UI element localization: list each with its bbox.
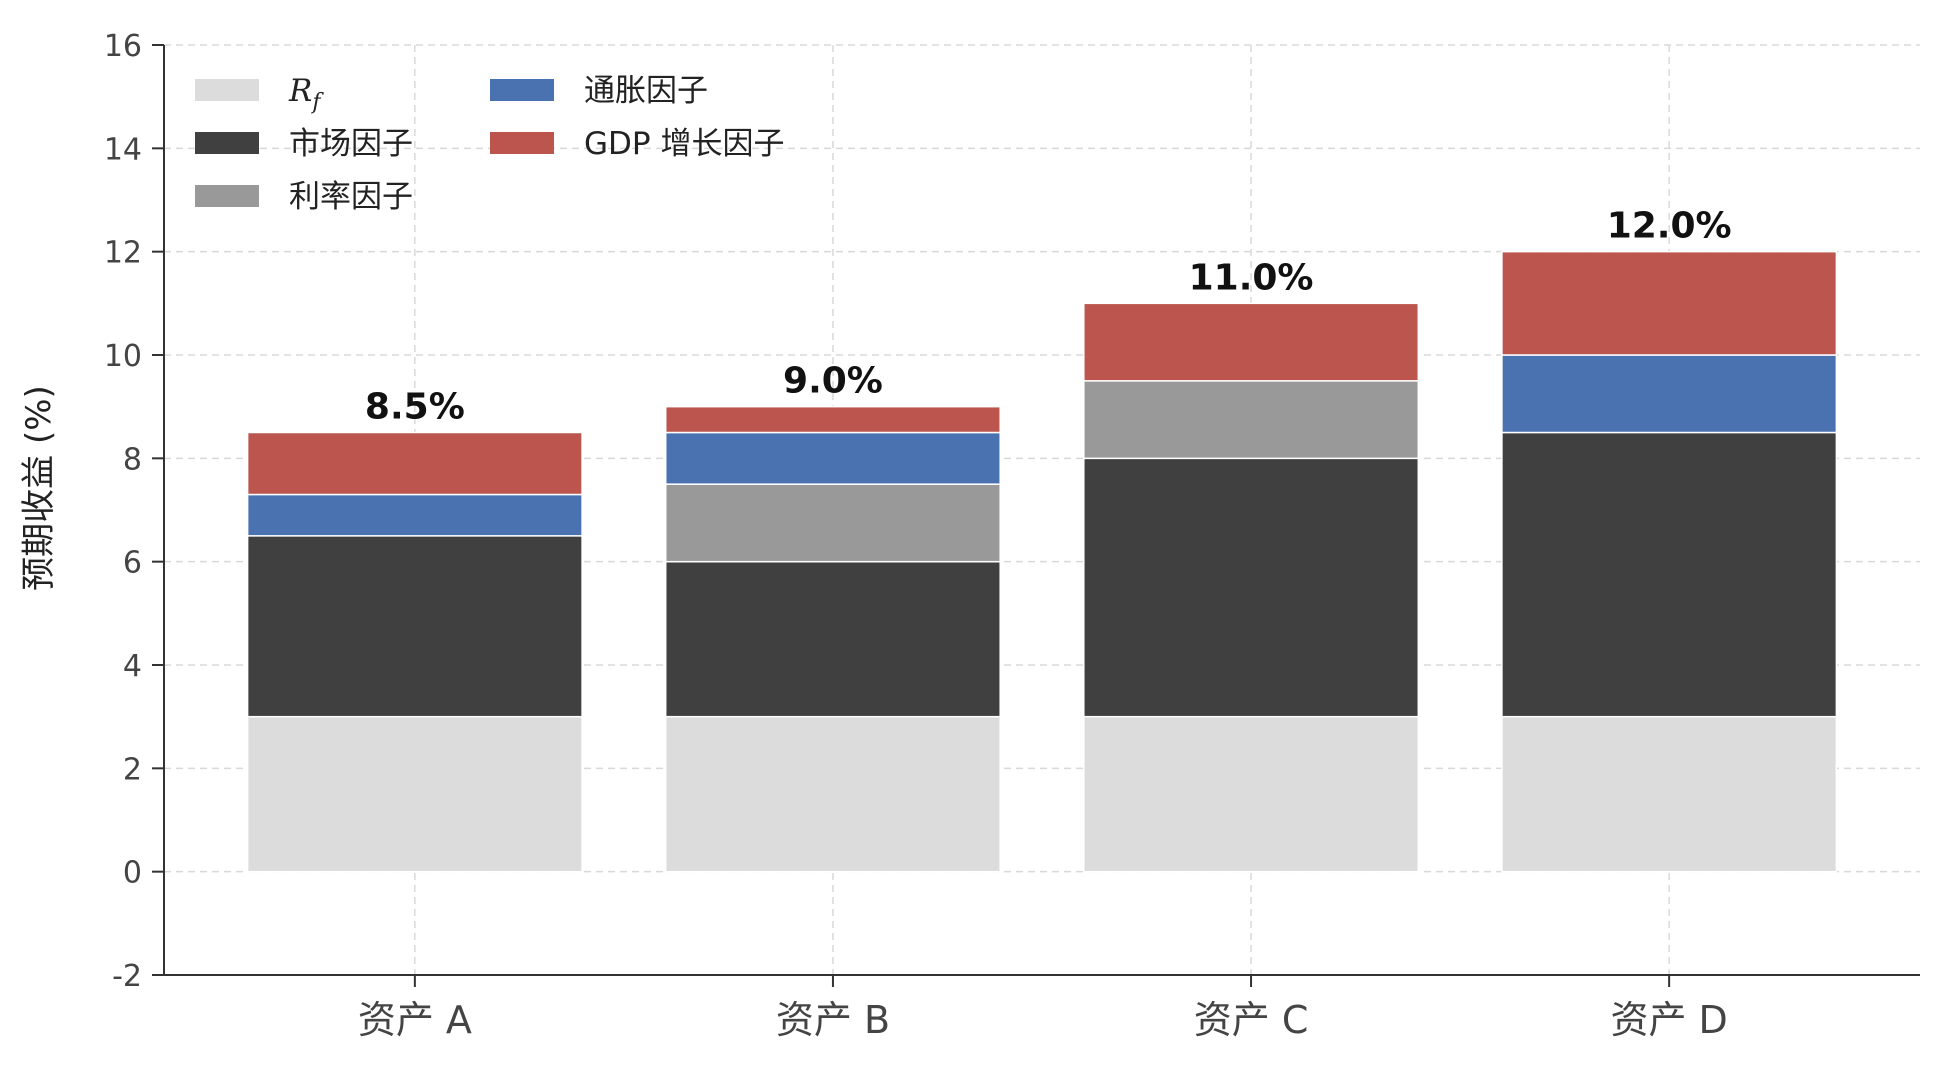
bar-segment <box>664 431 1001 485</box>
bar-segment <box>246 715 583 873</box>
legend-swatch <box>195 185 259 207</box>
axes <box>163 45 1920 976</box>
total-value-label: 9.0% <box>783 361 883 402</box>
legend-item: GDP 增长因子 <box>490 126 784 162</box>
legend-label: GDP 增长因子 <box>584 126 784 162</box>
y-tick-label: 14 <box>104 132 142 167</box>
x-ticks: 资产 A 资产 B 资产 C 资产 D <box>358 975 1728 1042</box>
bar-segment <box>1083 302 1420 382</box>
y-ticks: -2 0 2 4 6 8 10 12 14 16 <box>104 29 164 994</box>
y-axis-label: 预期收益 (%) <box>19 385 59 591</box>
legend-swatch <box>195 132 259 154</box>
bar-segment <box>664 560 1001 718</box>
y-tick-label: 12 <box>104 236 142 271</box>
x-tick-label: 资产 C <box>1194 998 1309 1042</box>
total-value-label: 8.5% <box>365 387 465 428</box>
legend-item: Rf <box>195 73 324 115</box>
legend-swatch <box>195 79 259 101</box>
x-tick-label: 资产 A <box>358 998 472 1042</box>
legend-item: 市场因子 <box>195 126 413 162</box>
bar-segment <box>246 493 583 537</box>
bar-segment <box>1501 715 1838 873</box>
legend-label-main: R <box>288 73 312 109</box>
total-value-label: 12.0% <box>1607 206 1732 247</box>
bar-segment <box>664 483 1001 563</box>
y-tick-label: 2 <box>123 752 142 787</box>
legend-label: 通胀因子 <box>584 73 708 109</box>
legend-swatch <box>490 79 554 101</box>
bar-segment <box>1501 250 1838 356</box>
bar-segment <box>664 405 1001 434</box>
total-labels: 8.5% 9.0% 11.0% 12.0% <box>365 206 1732 428</box>
bars <box>246 250 1838 873</box>
bar-segment <box>1083 380 1420 460</box>
y-tick-label: 8 <box>123 442 142 477</box>
bar-segment <box>664 715 1001 873</box>
legend-label-subscript: f <box>310 90 324 115</box>
y-tick-label: 0 <box>123 856 142 891</box>
bar-segment <box>1083 457 1420 718</box>
y-tick-label: 16 <box>104 29 142 64</box>
bar-segment <box>246 535 583 718</box>
y-tick-label: 6 <box>123 546 142 581</box>
legend-label: Rf <box>288 73 324 115</box>
bar-segment <box>1501 431 1838 718</box>
bar-segment <box>1083 715 1420 873</box>
bar-segment <box>246 431 583 496</box>
legend-label: 市场因子 <box>289 126 413 162</box>
x-tick-label: 资产 B <box>776 998 890 1042</box>
y-tick-label: -2 <box>112 959 142 994</box>
y-tick-label: 4 <box>123 649 142 684</box>
x-tick-label: 资产 D <box>1610 998 1727 1042</box>
total-value-label: 11.0% <box>1189 257 1314 298</box>
y-tick-label: 10 <box>104 339 142 374</box>
bar-segment <box>1501 354 1838 434</box>
legend-item: 利率因子 <box>195 179 413 215</box>
legend-label: 利率因子 <box>289 179 413 215</box>
legend-swatch <box>490 132 554 154</box>
legend-item: 通胀因子 <box>490 73 708 109</box>
